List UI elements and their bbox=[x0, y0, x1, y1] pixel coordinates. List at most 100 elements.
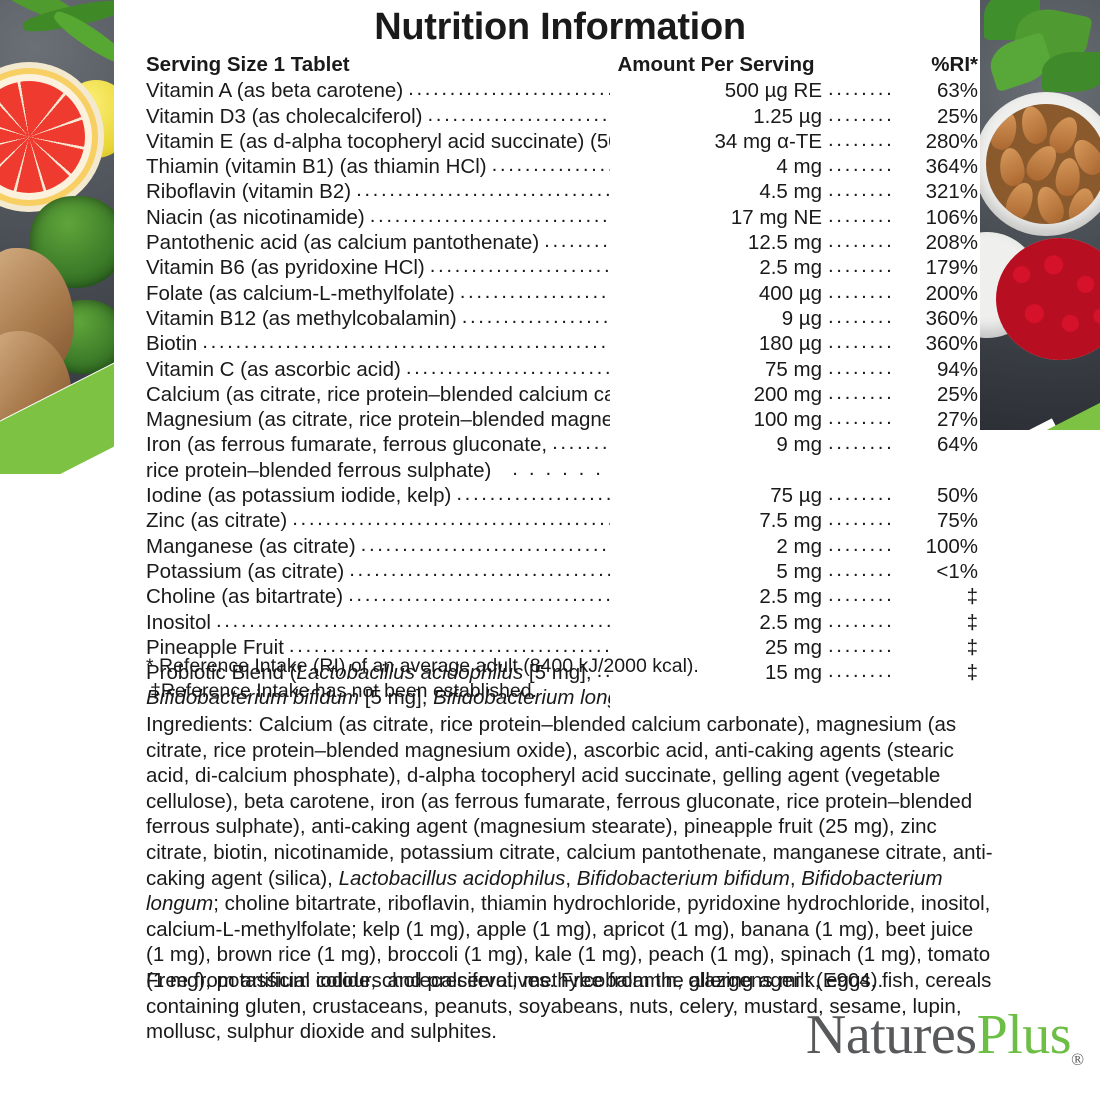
nutrient-name-cell: Probiotic Blend (Lactobacillus acidophil… bbox=[146, 660, 610, 685]
nutrient-table: Serving Size 1 Tablet Amount Per Serving… bbox=[146, 52, 978, 711]
nutrient-name: Vitamin A (as beta carotene) bbox=[146, 79, 404, 103]
nutrient-name: Vitamin B6 (as pyridoxine HCl) bbox=[146, 256, 425, 280]
nutrient-row: Zinc (as citrate).......................… bbox=[146, 508, 978, 533]
nutrient-name-cell: Iron (as ferrous fumarate, ferrous gluco… bbox=[146, 432, 610, 457]
leader-dots: ........................................… bbox=[349, 558, 610, 581]
nutrient-row: Calcium (as citrate, rice protein–blende… bbox=[146, 382, 978, 407]
leader-dots: ........................................… bbox=[405, 356, 610, 379]
nutrient-name: Potassium (as citrate) bbox=[146, 559, 345, 583]
nutrient-percent-ri: ‡ bbox=[966, 610, 978, 634]
leader-dots-secondary: ........................................… bbox=[828, 483, 894, 506]
nutrient-name-cell: Riboflavin (vitamin B2).................… bbox=[146, 179, 610, 204]
leader-dots: ........................................… bbox=[429, 255, 610, 278]
nutrient-amount: 9 mg bbox=[776, 433, 822, 457]
nutrient-amount: 2.5 mg bbox=[759, 585, 822, 609]
nutrient-amount: 500 µg RE bbox=[724, 79, 822, 103]
nutrient-row: Biotin..................................… bbox=[146, 331, 978, 356]
nutrient-name-cell: Inositol................................… bbox=[146, 610, 610, 635]
leader-dots: ........................................… bbox=[456, 483, 610, 506]
nutrient-name: Choline (as bitartrate) bbox=[146, 585, 344, 609]
nutrient-row: Iron (as ferrous fumarate, ferrous gluco… bbox=[146, 432, 978, 457]
nutrient-name-cell: Vitamin E (as d-alpha tocopheryl acid su… bbox=[146, 129, 610, 154]
nutrition-facts-table: Serving Size 1 Tablet Amount Per Serving… bbox=[146, 52, 978, 711]
leader-dots-secondary: ........................................… bbox=[828, 103, 894, 126]
food-photo-left bbox=[0, 0, 114, 474]
nutrient-name: Folate (as calcium-L-methylfolate) bbox=[146, 281, 455, 305]
nutrient-row: Potassium (as citrate)..................… bbox=[146, 559, 978, 584]
table-header-row: Serving Size 1 Tablet Amount Per Serving… bbox=[146, 52, 978, 78]
parsley-icon bbox=[1042, 52, 1100, 92]
leader-dots: ........................................… bbox=[356, 179, 610, 202]
nutrient-amount: 200 mg bbox=[753, 382, 822, 406]
nutrient-amount: 17 mg NE bbox=[730, 205, 822, 229]
nutrient-percent-ri: 25% bbox=[936, 382, 978, 406]
nutrient-row: Riboflavin (vitamin B2).................… bbox=[146, 179, 978, 204]
nutrient-name: Inositol bbox=[146, 610, 211, 634]
nutrient-amount: 180 µg bbox=[758, 332, 822, 356]
nutrient-name-cell: Vitamin A (as beta carotene)............… bbox=[146, 78, 610, 103]
nutrient-amount: 15 mg bbox=[765, 661, 822, 685]
nutrient-name: Biotin bbox=[146, 332, 198, 356]
nutrient-name-cell: Vitamin B12 (as methylcobalamin)........… bbox=[146, 306, 610, 331]
nutrient-name-cell: Pineapple Fruit.........................… bbox=[146, 635, 610, 660]
leader-dots-secondary: ........................................… bbox=[828, 381, 894, 404]
nutrient-amount: 1.25 µg bbox=[753, 104, 822, 128]
leader-dots-secondary: ........................................… bbox=[828, 305, 894, 328]
nutrient-percent-ri: 364% bbox=[925, 155, 978, 179]
nutrient-name: Iron (as ferrous fumarate, ferrous gluco… bbox=[146, 433, 548, 457]
nutrient-amount: 34 mg α-TE bbox=[714, 129, 822, 153]
spacer bbox=[822, 458, 894, 483]
nutrient-amount: 2.5 mg bbox=[759, 610, 822, 634]
nutrient-row: Niacin (as nicotinamide)................… bbox=[146, 205, 978, 230]
nutrient-name: Magnesium (as citrate, rice protein–blen… bbox=[146, 408, 610, 432]
leader-dots: ........................................… bbox=[427, 103, 610, 126]
leader-dots: ........................................… bbox=[369, 204, 610, 227]
nutrient-name-cell: Vitamin D3 (as cholecalciferol).........… bbox=[146, 104, 610, 129]
nutrient-amount: 75 mg bbox=[765, 357, 822, 381]
nutrient-row: Magnesium (as citrate, rice protein–blen… bbox=[146, 407, 978, 432]
almond-bowl-interior bbox=[986, 104, 1100, 224]
leader-dots-secondary: ........................................… bbox=[828, 584, 894, 607]
nutrient-row: Vitamin C (as ascorbic acid)............… bbox=[146, 357, 978, 382]
nutrient-name: Riboflavin (vitamin B2) bbox=[146, 180, 352, 204]
brand-logo: NaturesPlus® bbox=[806, 1005, 1084, 1090]
leader-dots-secondary: ........................................… bbox=[828, 78, 894, 101]
nutrient-row: Vitamin B12 (as methylcobalamin)........… bbox=[146, 306, 978, 331]
nutrient-name-cell: Vitamin B6 (as pyridoxine HCl)..........… bbox=[146, 255, 610, 280]
leader-dots-secondary: ........................................… bbox=[828, 432, 894, 455]
nutrient-percent-ri: 50% bbox=[936, 484, 978, 508]
food-photo-right bbox=[980, 0, 1100, 430]
brand-name-plus: Plus bbox=[976, 1003, 1072, 1066]
nutrient-name-cell: Calcium (as citrate, rice protein–blende… bbox=[146, 382, 610, 407]
nutrient-percent-ri: 208% bbox=[925, 231, 978, 255]
nutrient-row: Pineapple Fruit.........................… bbox=[146, 635, 978, 660]
nutrient-row: Iodine (as potassium iodide, kelp)......… bbox=[146, 483, 978, 508]
leader-dots-secondary: ........................................… bbox=[828, 204, 894, 227]
nutrient-row: Choline (as bitartrate).................… bbox=[146, 584, 978, 609]
nutrient-amount: 75 µg bbox=[770, 484, 822, 508]
nutrient-percent-ri: ‡ bbox=[966, 635, 978, 659]
nutrient-percent-ri: 25% bbox=[936, 104, 978, 128]
nutrient-row: Vitamin E (as d-alpha tocopheryl acid su… bbox=[146, 129, 978, 154]
nutrient-percent-ri: 360% bbox=[925, 332, 978, 356]
nutrient-name-cell: Potassium (as citrate)..................… bbox=[146, 559, 610, 584]
leader-dots-secondary: ........................................… bbox=[828, 255, 894, 278]
nutrient-name: Iodine (as potassium iodide, kelp) bbox=[146, 484, 452, 508]
footnote-asterisk: * Reference Intake (RI) of an average ad… bbox=[146, 655, 699, 677]
footnotes: * Reference Intake (RI) of an average ad… bbox=[146, 654, 978, 703]
nutrient-name: Calcium (as citrate, rice protein–blende… bbox=[146, 382, 610, 406]
nutrient-name-continued: rice protein–blended ferrous sulphate). … bbox=[146, 458, 610, 483]
pomegranate-icon bbox=[996, 238, 1100, 360]
nutrient-name-cell: Manganese (as citrate)..................… bbox=[146, 534, 610, 559]
nutrient-row: Folate (as calcium-L-methylfolate)......… bbox=[146, 281, 978, 306]
nutrient-percent-ri: 200% bbox=[925, 281, 978, 305]
nutrient-percent-ri: 280% bbox=[925, 129, 978, 153]
nutrient-amount: 5 mg bbox=[776, 559, 822, 583]
nutrient-row: Manganese (as citrate)..................… bbox=[146, 534, 978, 559]
leader-dots-secondary: ........................................… bbox=[828, 634, 894, 657]
nutrient-name-cell: Magnesium (as citrate, rice protein–blen… bbox=[146, 407, 610, 432]
nutrient-row: Vitamin D3 (as cholecalciferol).........… bbox=[146, 104, 978, 129]
leader-dots: ........................................… bbox=[215, 609, 610, 632]
nutrient-name-cell: Vitamin C (as ascorbic acid)............… bbox=[146, 357, 610, 382]
